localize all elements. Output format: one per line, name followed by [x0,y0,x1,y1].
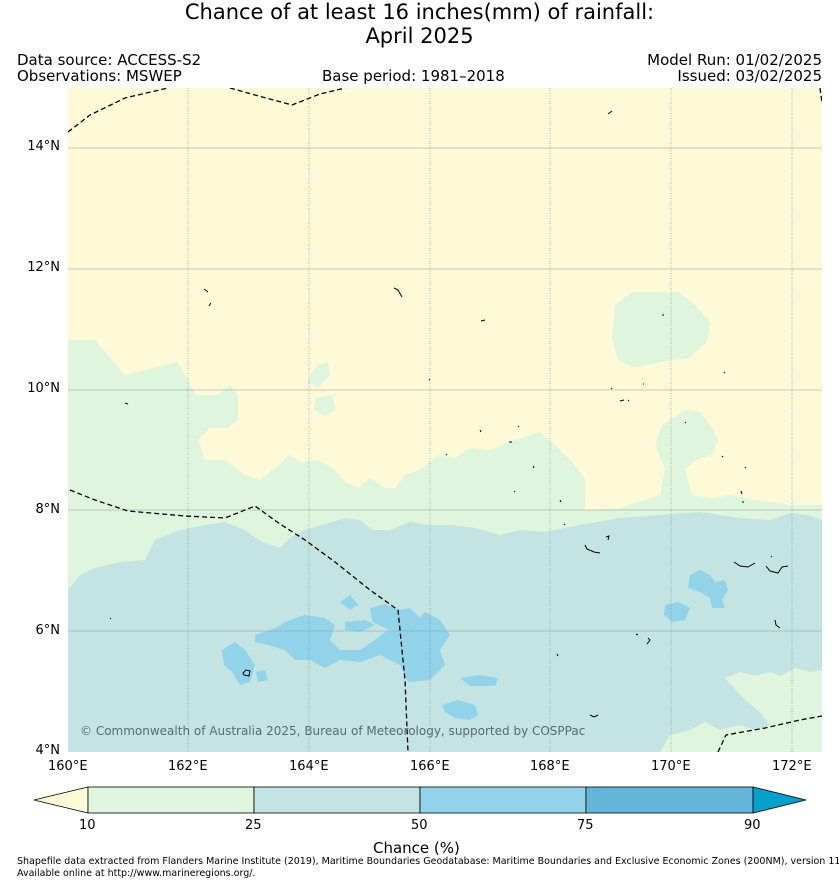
colorbar [33,786,807,814]
colorbar-extend-high [752,786,807,814]
title-line-1: Chance of at least 16 inches(mm) of rain… [184,0,655,24]
lon-label-160e: 160°E [48,759,88,774]
islands [109,110,789,718]
colorbar-bin-75-90 [585,786,754,814]
lon-label-162e: 162°E [168,759,208,774]
footer-attribution: Shapefile data extracted from Flanders M… [17,856,839,880]
observations: Observations: MSWEP [17,67,182,85]
lon-label-168e: 168°E [530,759,570,774]
footer-line-2: Available online at http://www.marinereg… [17,868,256,879]
region-10-25-island-north [612,292,710,368]
lat-label-8n: 8°N [35,502,61,517]
colorbar-label: Chance (%) [373,839,460,857]
base-period: Base period: 1981–2018 [322,67,505,85]
issued-date: Issued: 03/02/2025 [677,67,822,85]
colorbar-tick-50: 50 [411,818,428,833]
colorbar-tick-25: 25 [245,818,262,833]
data-source: Data source: ACCESS-S2 [17,51,202,69]
lat-label-14n: 14°N [27,139,60,154]
colorbar-bin-10-25 [87,786,255,814]
lat-label-10n: 10°N [27,381,60,396]
colorbar-tick-75: 75 [577,818,594,833]
copyright-notice: © Commonwealth of Australia 2025, Bureau… [80,724,586,738]
colorbar-tick-10: 10 [79,818,96,833]
map-title: Chance of at least 16 inches(mm) of rain… [0,0,839,48]
gridlines [68,88,822,752]
lon-label-170e: 170°E [651,759,691,774]
lon-label-172e: 172°E [772,759,812,774]
colorbar-tick-90: 90 [744,818,761,833]
model-run: Model Run: 01/02/2025 [647,51,822,69]
colorbar-extend-low [33,786,89,814]
lat-label-6n: 6°N [35,623,61,638]
region-50-75 [222,570,728,720]
maritime-boundaries [68,88,822,752]
lat-label-12n: 12°N [27,260,60,275]
colorbar-bin-50-75 [419,786,587,814]
lat-label-4n: 4°N [35,743,61,758]
lon-label-164e: 164°E [289,759,329,774]
colorbar-bin-25-50 [253,786,421,814]
title-line-2: April 2025 [365,24,474,48]
footer-line-1: Shapefile data extracted from Flanders M… [17,856,839,867]
lon-label-166e: 166°E [410,759,450,774]
